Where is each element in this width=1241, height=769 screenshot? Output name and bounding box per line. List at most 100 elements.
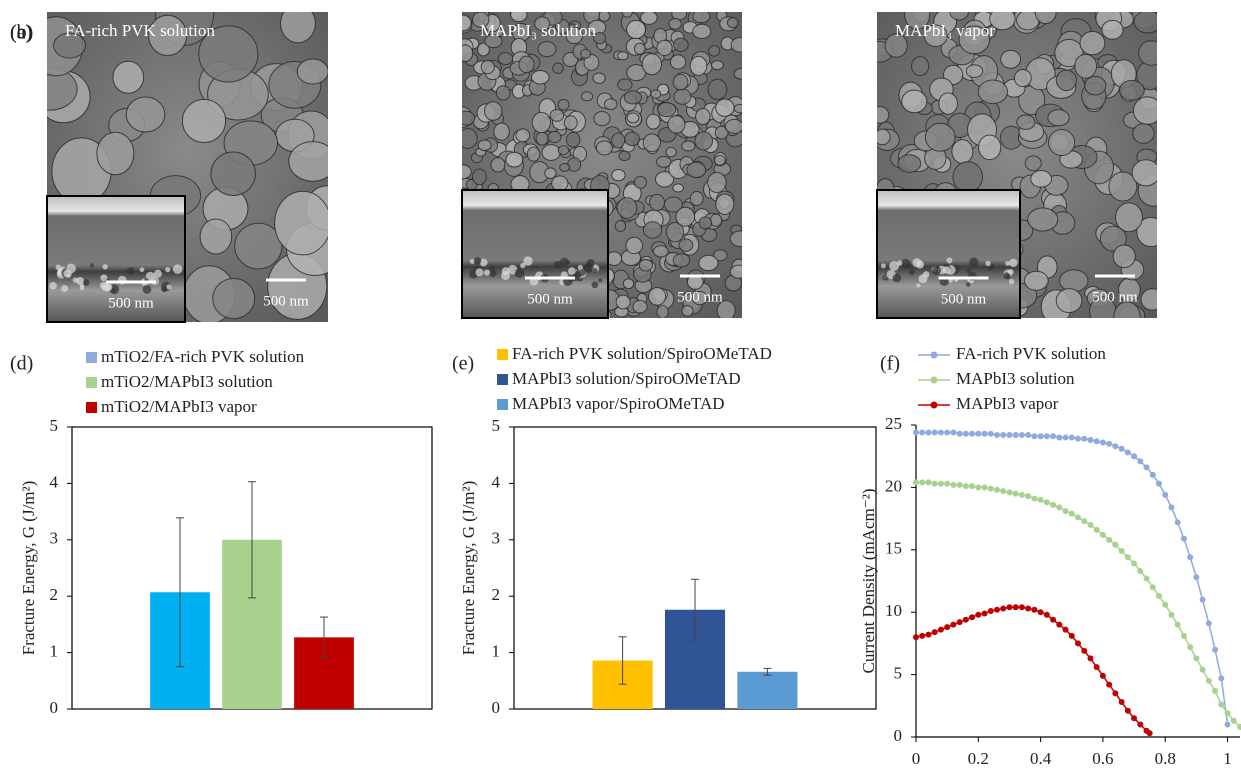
grain <box>670 55 685 69</box>
data-point <box>1150 472 1156 478</box>
grain <box>275 191 331 255</box>
data-point <box>1006 604 1012 610</box>
image-caption: FA-rich PVK solution <box>65 21 215 40</box>
grain <box>679 239 693 251</box>
data-point <box>950 482 956 488</box>
grain <box>912 57 929 76</box>
x-tick-label: 0.8 <box>1155 749 1176 768</box>
data-point <box>1112 443 1118 449</box>
x-tick-label: 0 <box>912 749 921 768</box>
grain <box>281 4 316 42</box>
data-point <box>1056 434 1062 440</box>
y-tick-label: 3 <box>492 529 501 548</box>
inset-texture <box>161 287 167 293</box>
inset-texture <box>173 264 183 274</box>
inset-texture <box>166 284 171 289</box>
grain <box>731 37 749 52</box>
data-point <box>1075 640 1081 646</box>
grain <box>693 10 710 23</box>
data-point <box>932 429 938 435</box>
data-point <box>1187 644 1193 650</box>
data-point <box>1137 458 1143 464</box>
data-point <box>1038 609 1044 615</box>
y-tick-label: 15 <box>885 539 902 558</box>
y-tick-label: 0 <box>50 698 59 717</box>
grain <box>618 52 629 60</box>
grain <box>478 140 491 151</box>
figure: (a)FA-rich PVK solution500 nm500 nm(b)MA… <box>0 0 1241 769</box>
data-point <box>938 627 944 633</box>
grain <box>1017 115 1035 129</box>
data-point <box>1006 432 1012 438</box>
grain <box>626 237 642 253</box>
data-point <box>1031 607 1037 613</box>
grain <box>617 198 637 219</box>
y-axis-label: Fracture Energy, G (J/m²) <box>19 481 38 656</box>
grain <box>978 135 1000 160</box>
inset-texture <box>489 270 496 277</box>
grain <box>734 104 745 112</box>
data-point <box>1019 432 1025 438</box>
data-point <box>1212 647 1218 653</box>
inset-texture <box>475 268 483 276</box>
inset-texture <box>484 269 490 275</box>
grain <box>1075 54 1097 78</box>
y-tick-label: 1 <box>50 642 59 661</box>
grain <box>498 53 513 65</box>
data-point <box>1075 514 1081 520</box>
grain <box>548 131 561 142</box>
data-point <box>994 432 1000 438</box>
data-point <box>925 632 931 638</box>
inset-texture <box>56 264 62 270</box>
grain <box>651 90 661 98</box>
data-point <box>950 429 956 435</box>
data-point <box>944 481 950 487</box>
grain <box>545 168 556 179</box>
inset-texture <box>1003 272 1010 279</box>
grain <box>673 74 688 90</box>
grain <box>658 103 676 117</box>
data-point <box>1031 496 1037 502</box>
legend-swatch <box>497 399 508 410</box>
data-point <box>1131 561 1137 567</box>
inset-texture <box>127 267 134 274</box>
inset-texture <box>584 263 594 273</box>
data-point <box>1137 722 1143 728</box>
grain <box>730 231 749 247</box>
grain <box>552 176 568 191</box>
data-point <box>938 429 944 435</box>
grain <box>716 194 734 214</box>
grain <box>672 8 687 20</box>
data-point <box>932 629 938 635</box>
grain <box>532 112 550 132</box>
inset-texture <box>966 282 971 287</box>
data-point <box>1119 699 1125 705</box>
y-tick-label: 4 <box>492 472 501 491</box>
legend-label: mTiO2/MAPbI3 vapor <box>101 397 257 416</box>
grain <box>97 132 134 174</box>
y-tick-label: 2 <box>492 585 501 604</box>
y-tick-label: 10 <box>885 601 902 620</box>
grain <box>604 99 617 110</box>
grain <box>939 93 958 114</box>
data-point <box>938 481 944 487</box>
grain <box>654 246 669 257</box>
grain <box>646 114 660 129</box>
grain <box>612 170 626 181</box>
data-point <box>1144 576 1150 582</box>
image-caption: MAPbI₃ solution <box>480 21 596 40</box>
grain <box>1056 289 1082 313</box>
grain <box>734 68 748 79</box>
grain <box>634 177 646 189</box>
data-point <box>1119 446 1125 452</box>
grain <box>473 169 487 185</box>
legend-label: MAPbI3 vapor <box>956 394 1059 413</box>
data-point <box>988 431 994 437</box>
grain <box>1048 110 1069 126</box>
data-point <box>1187 554 1193 560</box>
grain <box>730 265 747 278</box>
data-point <box>1050 502 1056 508</box>
grain <box>560 163 570 171</box>
inset-scale-label: 500 nm <box>527 291 573 307</box>
grain <box>953 162 983 192</box>
